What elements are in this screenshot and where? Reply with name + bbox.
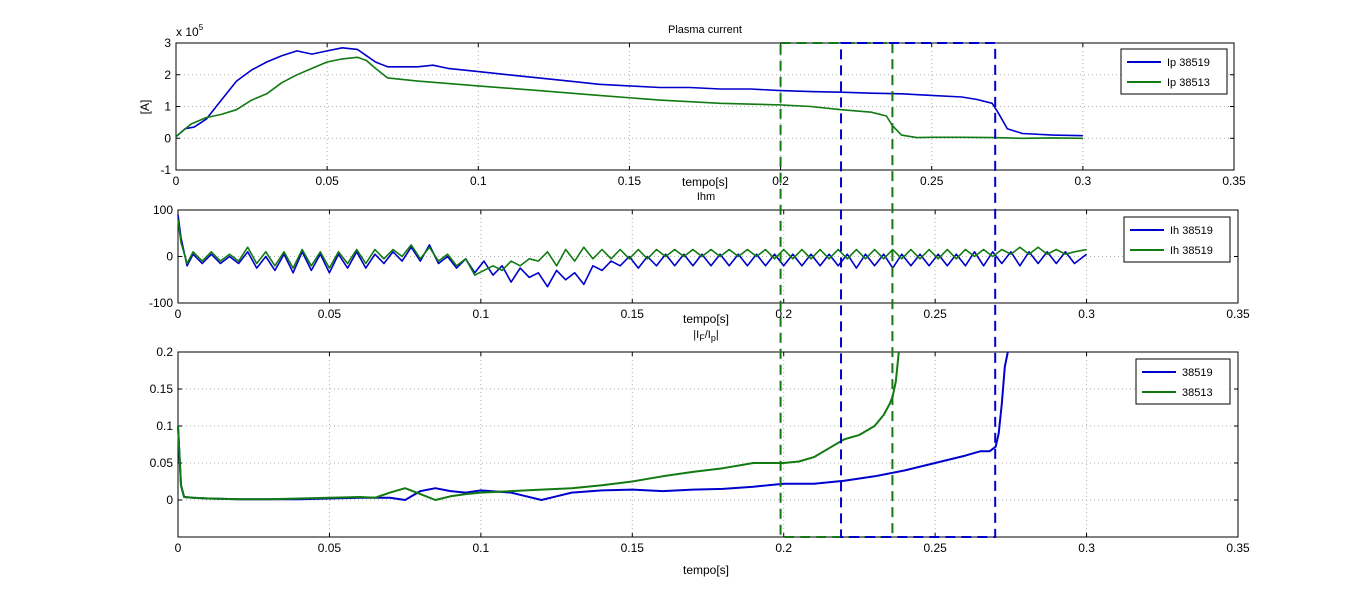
if-ip-ratio-xtick-label: 0.15 [621,541,645,555]
plasma-current-legend-label: Ip 38519 [1167,57,1210,69]
plasma-current-exponent: x 105 [176,23,204,39]
plasma-current-xtick-label: 0.05 [315,174,339,188]
plasma-current-xtick-label: 0.25 [920,174,944,188]
if-ip-ratio-xtick-label: 0.3 [1078,541,1095,555]
plasma-current-ytick-label: 3 [164,36,171,50]
plasma-current-ytick-label: -1 [160,163,171,177]
plasma-current-series-2-line [175,56,1083,140]
plasma-current-series-1-line [175,46,1083,138]
ihm-xtick-label: 0.2 [775,307,792,321]
plasma-current-ytick-label: 1 [164,100,171,114]
ihm-legend-label: Ih 38519 [1170,245,1213,257]
ihm-series-2-line [177,219,1087,276]
ihm-xtick-label: 0.35 [1226,307,1250,321]
plasma-current-xtick-label: 0 [173,174,180,188]
plasma-current-xlabel: tempo[s] [682,175,728,189]
plasma-current-ytick-label: 0 [164,131,171,145]
if-ip-ratio-xtick-label: 0.25 [923,541,947,555]
ihm-ytick-label: -100 [149,296,173,310]
plasma-current-xtick-label: 0.3 [1075,174,1092,188]
plasma-current-legend: Ip 38519 Ip 38513 [1120,48,1228,95]
ihm-xlabel: tempo[s] [683,312,729,326]
if-ip-ratio-xlabel: tempo[s] [683,563,729,577]
if-ip-ratio-panel: 0 0.05 0.1 0.15 0.2 0.25 0.3 0.35 0 0.05 0.1 0.15 0.… [150,329,1250,577]
if-ip-ratio-legend: 38519 38513 [1135,358,1231,405]
ihm-xtick-label: 0.25 [923,307,947,321]
plasma-current-xtick-label: 0.35 [1222,174,1246,188]
if-ip-ratio-title: |IF/Ip| [693,329,718,343]
plasma-current-legend-label: Ip 38513 [1167,77,1210,89]
plasma-current-legend-box [1120,48,1228,95]
if-ip-ratio-ytick-label: 0.2 [156,345,173,359]
ihm-legend: Ih 38519 Ih 38519 [1123,216,1231,263]
ihm-ytick-label: 100 [153,203,173,217]
if-ip-ratio-legend-label: 38519 [1182,367,1213,379]
ihm-xtick-label: 0.05 [318,307,342,321]
ihm-xtick-label: 0.1 [473,307,490,321]
plasma-current-ytick-label: 2 [164,68,171,82]
if-ip-ratio-xtick-label: 0.2 [775,541,792,555]
ihm-legend-box [1123,216,1231,263]
ihm-xtick-label: 0.15 [621,307,645,321]
plasma-current-ylabel: [A] [138,100,152,115]
disruption-windows [779,42,997,538]
if-ip-ratio-legend-label: 38513 [1182,387,1213,399]
if-ip-ratio-series-2-line [177,351,900,501]
ihm-xtick-label: 0.3 [1078,307,1095,321]
plasma-current-xtick-label: 0.15 [618,174,642,188]
ihm-series-1-line [177,214,1088,288]
ihm-title: Ihm [697,191,715,203]
if-ip-ratio-legend-box [1135,358,1231,405]
if-ip-ratio-xtick-label: 0.05 [318,541,342,555]
if-ip-ratio-ytick-label: 0.15 [150,382,174,396]
ihm-xtick-label: 0 [175,307,182,321]
window-blue-rect [840,42,997,538]
if-ip-ratio-xtick-label: 0.35 [1226,541,1250,555]
plasma-current-xtick-label: 0.1 [470,174,487,188]
window-green-rect [779,42,894,538]
plasma-current-title: Plasma current [668,24,742,36]
if-ip-ratio-ytick-label: 0.05 [150,456,174,470]
if-ip-ratio-ytick-label: 0 [166,493,173,507]
if-ip-ratio-xtick-label: 0 [175,541,182,555]
ihm-legend-label: Ih 38519 [1170,225,1213,237]
if-ip-ratio-axes-frame [177,351,1239,538]
ihm-ytick-label: 0 [166,250,173,264]
if-ip-ratio-xtick-label: 0.1 [473,541,490,555]
if-ip-ratio-ytick-label: 0.1 [156,419,173,433]
